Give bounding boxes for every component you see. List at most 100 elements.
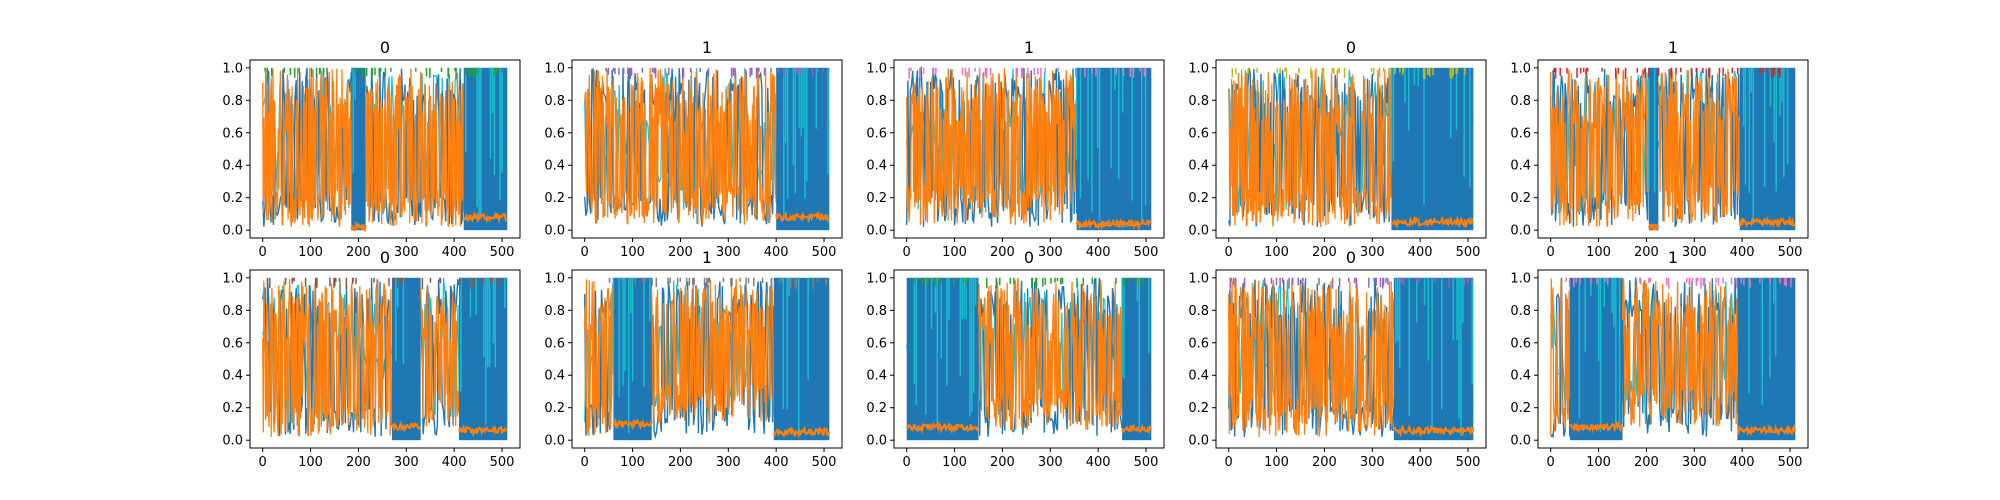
y-tick-label: 0.8	[1188, 94, 1209, 109]
series-orange-low	[775, 210, 830, 224]
axes-frame	[571, 59, 843, 239]
series-orange	[1228, 278, 1395, 437]
series-orange-low	[1390, 215, 1474, 229]
subplot-title: 0	[1346, 38, 1356, 57]
y-tick-label: 1.0	[1510, 61, 1531, 76]
plot-area	[584, 67, 830, 231]
series-orange-low	[905, 421, 980, 435]
y-tick-label: 0.2	[222, 191, 243, 206]
series-orange-low	[1121, 423, 1152, 435]
y-tick-label: 0.8	[866, 94, 887, 109]
series-blue-band	[1076, 67, 1152, 231]
series-orange	[1228, 67, 1392, 227]
y-tick-label: 0.4	[866, 159, 887, 174]
subplot-0: 0 0 100 200 300 400 500 0.0 0.2 0.4 0.6 0.8 1.0	[222, 38, 521, 260]
x-tick-label: 400	[1086, 455, 1111, 470]
x-tick-label: 300	[1360, 245, 1385, 260]
series-orange	[1550, 69, 1649, 228]
y-tick-label: 0.6	[866, 336, 887, 351]
y-tick-label: 0.4	[222, 369, 243, 384]
y-tick-label: 0.2	[1510, 191, 1531, 206]
x-tick-label: 500	[490, 455, 515, 470]
x-tick-label: 200	[346, 245, 371, 260]
x-tick-label: 100	[620, 455, 645, 470]
y-tick-label: 0.2	[1188, 401, 1209, 416]
x-tick-label: 500	[1456, 455, 1481, 470]
y-tick-label: 0.4	[1510, 369, 1531, 384]
series-orange	[420, 286, 460, 427]
x-tick-label: 0	[259, 245, 267, 260]
y-tick-label: 0.8	[222, 94, 243, 109]
x-tick-label: 400	[1408, 455, 1433, 470]
x-tick-label: 500	[1134, 455, 1159, 470]
x-tick-label: 100	[942, 245, 967, 260]
series-accent	[908, 67, 1147, 79]
series-cyan-detail	[1748, 277, 1777, 406]
y-tick-label: 1.0	[1188, 271, 1209, 286]
y-tick-label: 0.8	[866, 304, 887, 319]
x-tick-label: 500	[490, 245, 515, 260]
x-tick-label: 100	[1586, 455, 1611, 470]
x-tick-label: 500	[812, 245, 837, 260]
x-tick-label: 200	[990, 245, 1015, 260]
series-cyan-detail	[1121, 277, 1150, 429]
series-orange	[584, 279, 614, 436]
y-tick-label: 0.8	[1510, 304, 1531, 319]
axes-frame	[249, 59, 521, 239]
y-tick-label: 0.0	[222, 224, 243, 239]
y-tick-label: 0.8	[222, 304, 243, 319]
series-orange-low	[1075, 217, 1152, 231]
x-tick-label: 400	[764, 455, 789, 470]
y-tick-label: 0.4	[1510, 159, 1531, 174]
x-tick-label: 400	[1086, 245, 1111, 260]
axes-frame	[1537, 59, 1809, 239]
series-orange	[262, 67, 352, 228]
x-tick-label: 300	[1038, 245, 1063, 260]
y-tick-label: 0.6	[222, 126, 243, 141]
x-tick-label: 100	[1264, 455, 1289, 470]
subplot-title: 1	[702, 38, 712, 57]
y-tick-label: 0.8	[1188, 304, 1209, 319]
x-tick-label: 400	[1730, 245, 1755, 260]
x-tick-label: 100	[620, 245, 645, 260]
y-tick-label: 1.0	[1510, 271, 1531, 286]
series-orange	[977, 277, 1123, 431]
series-cyan-detail	[464, 67, 503, 219]
x-tick-label: 400	[1408, 245, 1433, 260]
series-orange	[262, 278, 393, 437]
plot-area	[906, 65, 1152, 231]
series-blue-band	[1122, 277, 1152, 441]
x-tick-label: 200	[1312, 455, 1337, 470]
subplot-title: 0	[380, 38, 390, 57]
x-tick-label: 100	[298, 455, 323, 470]
y-tick-label: 0.6	[1510, 126, 1531, 141]
x-tick-label: 200	[1312, 245, 1337, 260]
series-orange-low	[1737, 423, 1796, 437]
series-blue-band	[906, 277, 979, 441]
series-cyan-detail	[783, 67, 829, 218]
subplot-4: 1 0 100 200 300 400 500 0.0 0.2 0.4 0.6 0.8 1.0	[1510, 38, 1809, 260]
series-orange-low	[1569, 420, 1624, 434]
x-tick-label: 0	[1225, 245, 1233, 260]
y-tick-label: 1.0	[222, 271, 243, 286]
series-orange-low	[457, 423, 508, 438]
y-tick-label: 0.6	[1188, 126, 1209, 141]
y-tick-label: 0.0	[1188, 434, 1209, 449]
series-orange	[1550, 278, 1571, 435]
x-tick-label: 500	[1134, 245, 1159, 260]
plot-area	[1228, 277, 1475, 441]
subplot-title: 1	[1668, 248, 1678, 267]
x-tick-label: 200	[1634, 245, 1659, 260]
y-tick-label: 0.2	[544, 191, 565, 206]
series-orange-low	[1738, 215, 1796, 229]
y-tick-label: 1.0	[544, 61, 565, 76]
x-tick-label: 0	[581, 245, 589, 260]
series-cyan-detail	[1075, 67, 1147, 224]
y-tick-label: 0.0	[866, 434, 887, 449]
y-tick-label: 0.6	[544, 126, 565, 141]
x-tick-label: 200	[990, 455, 1015, 470]
axes-frame	[893, 269, 1165, 449]
series-orange-low	[1647, 223, 1660, 232]
subplot-title: 0	[1346, 248, 1356, 267]
